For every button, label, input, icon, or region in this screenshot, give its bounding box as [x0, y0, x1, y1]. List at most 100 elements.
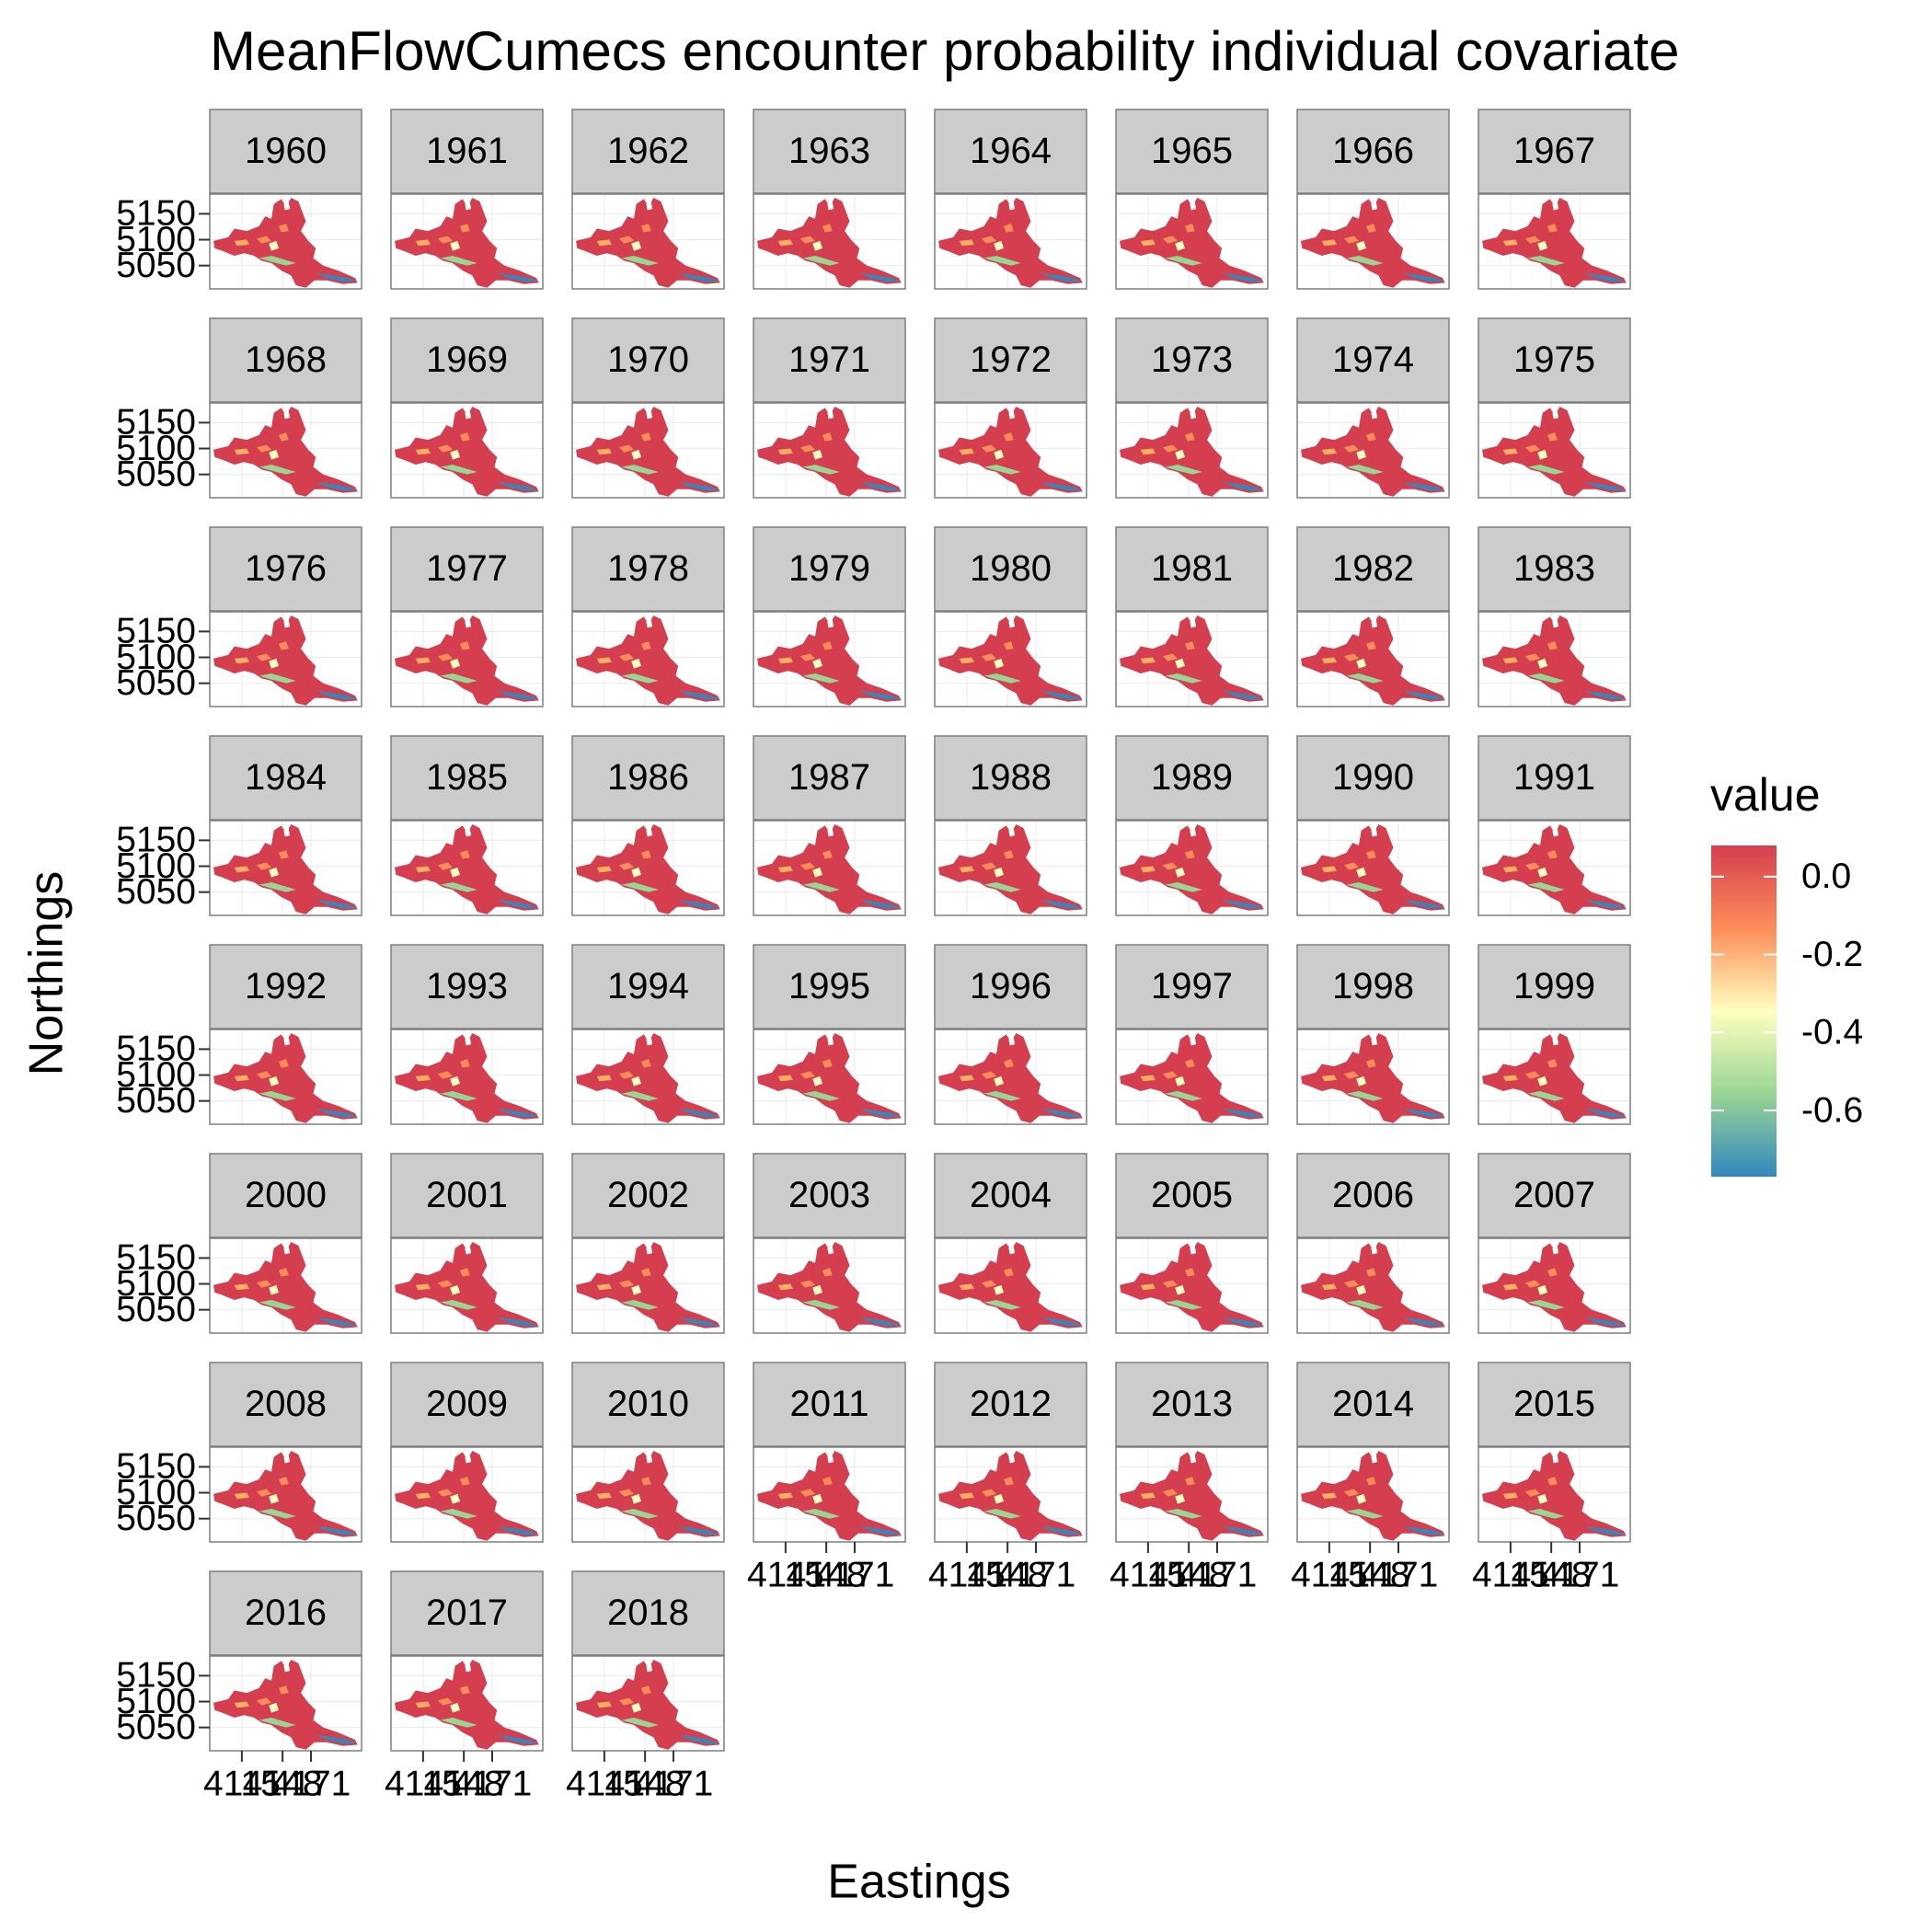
panel-border	[209, 611, 362, 707]
strip	[209, 1153, 362, 1238]
strip-label: 1966	[1332, 131, 1414, 171]
strip-label: 1990	[1332, 757, 1414, 798]
x-tick-label: 4171	[634, 1764, 714, 1803]
strip	[1296, 317, 1450, 403]
strip	[934, 944, 1087, 1029]
y-tick-label: 5050	[116, 454, 196, 494]
strip	[571, 1153, 725, 1238]
x-axis-title: Eastings	[827, 1856, 1010, 1909]
strip	[390, 1153, 544, 1238]
strip	[934, 526, 1087, 612]
strip	[571, 944, 725, 1029]
panel-border	[753, 402, 906, 499]
panel-border	[934, 1029, 1087, 1125]
panel-border	[209, 1029, 362, 1125]
strip	[209, 526, 362, 612]
strip-label: 1991	[1513, 757, 1595, 798]
strip-label: 2016	[245, 1593, 327, 1633]
strip	[1115, 735, 1269, 821]
x-tick-label: 4171	[1178, 1555, 1258, 1594]
strip-label: 1962	[607, 131, 689, 171]
strip	[571, 109, 725, 194]
panel-border	[753, 1446, 906, 1543]
strip	[1478, 1153, 1631, 1238]
strip	[1115, 317, 1269, 403]
panel-border	[209, 820, 362, 916]
y-tick-label: 5100	[116, 1473, 196, 1512]
strip	[1296, 735, 1450, 821]
x-tick-label: 4171	[271, 1764, 351, 1803]
strip-label: 2003	[788, 1175, 870, 1215]
strip-label: 2002	[607, 1175, 689, 1215]
strip-label: 2014	[1332, 1384, 1414, 1424]
strip-label: 1999	[1513, 966, 1595, 1006]
x-tick-label: 4115	[566, 1764, 643, 1803]
strip	[753, 526, 906, 612]
strip-label: 1977	[426, 548, 508, 589]
strip	[934, 1153, 1087, 1238]
x-tick-label: 4115	[385, 1764, 462, 1803]
panel-border	[753, 611, 906, 707]
strip-label: 1987	[788, 757, 870, 798]
y-tick-label: 5150	[116, 1656, 196, 1696]
strip	[209, 317, 362, 403]
strip-label: 1997	[1151, 966, 1233, 1006]
y-tick-label: 5050	[116, 1290, 196, 1329]
strip-label: 1996	[970, 966, 1052, 1006]
panel-border	[390, 1237, 544, 1334]
panel-border	[1115, 193, 1269, 290]
strip-label: 1965	[1151, 131, 1233, 171]
strip	[1478, 944, 1631, 1029]
panel-border	[1115, 1237, 1269, 1334]
strip-label: 1973	[1151, 339, 1233, 380]
strip-label: 2011	[789, 1384, 868, 1424]
panel-border	[571, 820, 725, 916]
panel-border	[390, 193, 544, 290]
strip	[1296, 1362, 1450, 1447]
strip	[1296, 526, 1450, 612]
panel-border	[1115, 1029, 1269, 1125]
strip-label: 1998	[1332, 966, 1414, 1006]
strip	[209, 1362, 362, 1447]
strip	[934, 735, 1087, 821]
panel-border	[753, 193, 906, 290]
strip	[934, 109, 1087, 194]
y-tick-label: 5150	[116, 1238, 196, 1278]
panel-border	[934, 193, 1087, 290]
y-tick-label: 5050	[116, 1499, 196, 1538]
strip-label: 1967	[1513, 131, 1595, 171]
strip-label: 1989	[1151, 757, 1233, 798]
x-tick-label: 4148	[1330, 1555, 1410, 1594]
panel-border	[571, 1655, 725, 1752]
panel-border	[1296, 402, 1450, 499]
y-tick-label: 5100	[116, 220, 196, 259]
strip-label: 1963	[788, 131, 870, 171]
x-tick-label: 4148	[787, 1555, 867, 1594]
strip	[753, 317, 906, 403]
strip-label: 2012	[970, 1384, 1052, 1424]
strip-label: 1969	[426, 339, 508, 380]
strip	[390, 317, 544, 403]
strip	[571, 317, 725, 403]
panel-border	[1478, 1446, 1631, 1543]
strip-label: 2015	[1513, 1384, 1595, 1424]
panel-border	[934, 820, 1087, 916]
panel-border	[209, 1655, 362, 1752]
panel-border	[934, 1446, 1087, 1543]
strip-label: 1970	[607, 339, 689, 380]
x-tick-label: 4148	[1149, 1555, 1229, 1594]
strip	[1115, 109, 1269, 194]
strip-label: 1968	[245, 339, 327, 380]
x-tick-label: 4148	[243, 1764, 323, 1803]
legend-title: value	[1710, 769, 1821, 821]
panel-border	[571, 1029, 725, 1125]
panel-border	[209, 193, 362, 290]
strip	[390, 1570, 544, 1656]
strip	[753, 109, 906, 194]
strip-label: 1975	[1513, 339, 1595, 380]
strip-label: 1994	[607, 966, 689, 1006]
strip	[753, 944, 906, 1029]
panel-border	[390, 820, 544, 916]
strip	[390, 944, 544, 1029]
strip-label: 1972	[970, 339, 1052, 380]
